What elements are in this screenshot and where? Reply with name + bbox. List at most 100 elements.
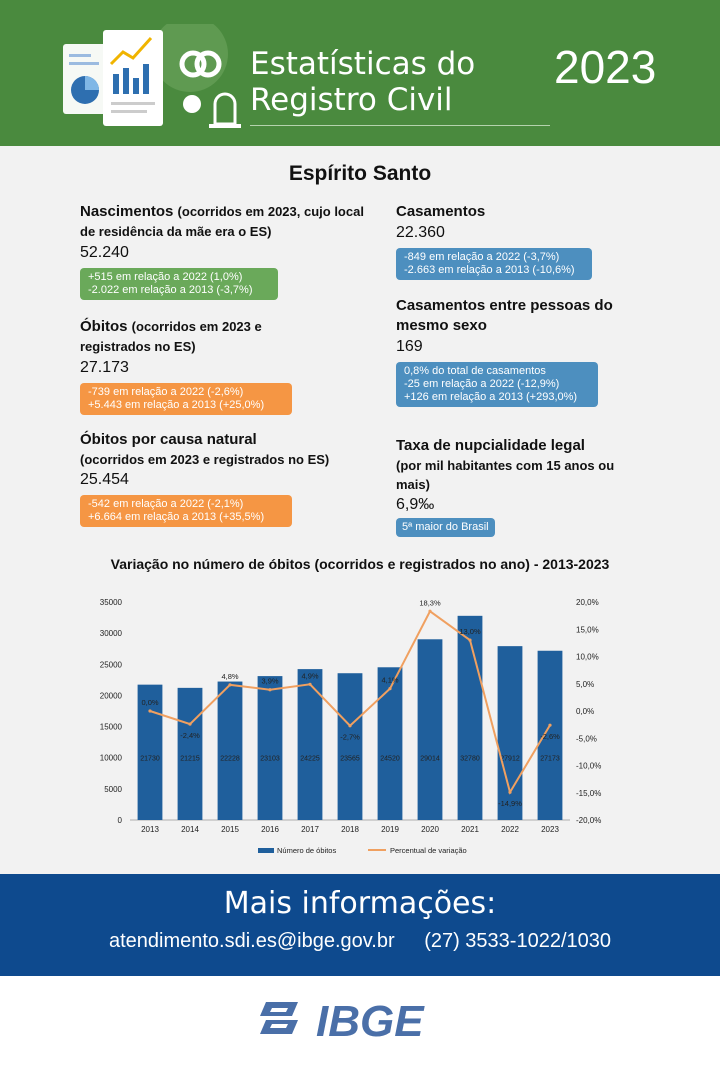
y-right-tick-label: -5,0%: [576, 734, 597, 743]
y-right-tick-label: 5,0%: [576, 680, 594, 689]
obitos-chart: 0 5000 10000 15000 20000 25000 30000 35000 -20,0…: [100, 598, 602, 855]
x-tick-label: 2022: [501, 825, 519, 834]
bar-value-label: 21730: [140, 756, 160, 763]
y-right-tick-label: 15,0%: [576, 625, 599, 634]
footer-phone: (27) 3533-1022/1030: [424, 930, 612, 952]
badge-line: +5.443 em relação a 2013 (+25,0%): [88, 399, 265, 411]
x-tick-label: 2018: [341, 825, 359, 834]
y-left-tick-label: 35000: [100, 598, 123, 607]
region-title: Espírito Santo: [288, 162, 432, 185]
obitos-natural-badge: -542 em relação a 2022 (-2,1%) +6.664 em…: [80, 495, 292, 527]
y-left-tick-label: 20000: [100, 691, 123, 700]
line-point: [308, 682, 312, 686]
obitos-natural-qualifier: (ocorridos em 2023 e registrados no ES): [80, 452, 330, 467]
bar-value-label: 23565: [340, 756, 360, 763]
bar-value-label: 24225: [300, 756, 320, 763]
line-value-label: 4,8%: [221, 672, 238, 681]
y-right-tick-label: -15,0%: [576, 789, 601, 798]
obitos-title: Óbitos: [80, 318, 128, 335]
line-point: [388, 687, 392, 691]
bar-value-label: 27912: [500, 756, 520, 763]
line-value-label: -2,4%: [180, 731, 200, 740]
bar: [257, 676, 283, 820]
obitos-block: Óbitos (ocorridos em 2023 e registrados …: [80, 317, 310, 415]
casamentos-mesmo-sexo-badge: 0,8% do total de casamentos -25 em relaç…: [396, 362, 598, 407]
footer-email-link[interactable]: atendimento.sdi.es@ibge.gov.br: [108, 930, 395, 952]
bar-value-label: 24520: [380, 756, 400, 763]
line-point: [468, 638, 472, 642]
line-value-label: -14,9%: [498, 799, 522, 808]
badge-line: +515 em relação a 2022 (1,0%): [88, 271, 243, 283]
header-title-line2: Registro Civil: [250, 82, 453, 118]
line-value-label: -2,6%: [540, 732, 560, 741]
ibge-mark-icon: [260, 1002, 298, 1034]
nupcialidade-qualifier: (por mil habitantes com 15 anos ou mais): [396, 458, 615, 492]
line-value-label: 18,3%: [419, 598, 441, 607]
header-divider: [250, 125, 550, 126]
casamentos-badge: -849 em relação a 2022 (-3,7%) -2.663 em…: [396, 248, 592, 280]
bar: [217, 681, 243, 820]
obitos-natural-value: 25.454: [80, 471, 129, 488]
x-tick-label: 2017: [301, 825, 319, 834]
bar-value-label: 23103: [260, 756, 280, 763]
line-point: [508, 790, 512, 794]
line-point: [548, 723, 552, 727]
x-tick-label: 2020: [421, 825, 439, 834]
y-right-tick-label: -10,0%: [576, 762, 601, 771]
line-point: [148, 709, 152, 713]
y-right-tick-label: 20,0%: [576, 598, 599, 607]
y-right-tick-label: 0,0%: [576, 707, 594, 716]
line-point: [228, 683, 232, 687]
bottom-logo-area: IBGE: [0, 976, 720, 1080]
y-right-tick-label: 10,0%: [576, 653, 599, 662]
nascimentos-badge: +515 em relação a 2022 (1,0%) -2.022 em …: [80, 268, 278, 300]
legend-bar-label: Número de óbitos: [277, 846, 336, 855]
nascimentos-block: Nascimentos (ocorridos em 2023, cujo loc…: [80, 202, 380, 300]
bar-value-label: 22228: [220, 756, 240, 763]
line-point: [428, 609, 432, 613]
y-left-tick-label: 25000: [100, 660, 123, 669]
line-value-label: 13,0%: [459, 627, 481, 636]
footer-banner: Mais informações: atendimento.sdi.es@ibg…: [0, 874, 720, 976]
legend-bar-swatch: [258, 848, 274, 853]
footer-heading: Mais informações:: [223, 886, 497, 921]
bar: [297, 669, 323, 820]
nupcialidade-block: Taxa de nupcialidade legal (por mil habi…: [396, 436, 636, 537]
nupcialidade-value: 6,9‰: [396, 496, 435, 513]
badge-line: -2.022 em relação a 2013 (-3,7%): [88, 284, 253, 296]
badge-line: 0,8% do total de casamentos: [404, 365, 546, 377]
badge-line: +126 em relação a 2013 (+293,0%): [404, 391, 578, 403]
y-left-tick-label: 0: [118, 816, 123, 825]
header-title: Estatísticas do Registro Civil: [250, 46, 560, 118]
registro-civil-logo-icon: [63, 24, 241, 128]
x-tick-label: 2021: [461, 825, 479, 834]
badge-line: -2.663 em relação a 2013 (-10,6%): [404, 264, 575, 276]
bar: [457, 615, 483, 820]
nascimentos-value: 52.240: [80, 244, 129, 261]
x-tick-label: 2019: [381, 825, 399, 834]
obitos-natural-block: Óbitos por causa natural (ocorridos em 2…: [80, 430, 340, 527]
y-left-tick-label: 5000: [104, 785, 122, 794]
casamentos-title: Casamentos: [396, 203, 486, 220]
obitos-badge: -739 em relação a 2022 (-2,6%) +5.443 em…: [80, 383, 292, 415]
ibge-wordmark: IBGE: [316, 997, 425, 1042]
line-value-label: 4,1%: [381, 676, 398, 685]
obitos-qualifier: (ocorridos em 2023 e registrados no ES): [80, 319, 262, 354]
badge-line: -739 em relação a 2022 (-2,6%): [88, 386, 244, 398]
badge-line: -25 em relação a 2022 (-12,9%): [404, 378, 560, 390]
badge-line: +6.664 em relação a 2013 (+35,5%): [88, 511, 265, 523]
x-tick-label: 2015: [221, 825, 239, 834]
bar-value-label: 32780: [460, 756, 480, 763]
obitos-natural-title: Óbitos por causa natural: [80, 431, 257, 448]
y-left-tick-label: 30000: [100, 629, 123, 638]
line-value-label: 4,9%: [301, 671, 318, 680]
bar: [337, 673, 363, 820]
badge-line: -849 em relação a 2022 (-3,7%): [404, 251, 560, 263]
legend-line-label: Percentual de variação: [390, 846, 467, 855]
bar: [537, 650, 563, 820]
x-tick-label: 2016: [261, 825, 279, 834]
header-banner: Estatísticas do Registro Civil 2023: [0, 0, 720, 146]
obitos-value: 27.173: [80, 359, 129, 376]
line-point: [188, 722, 192, 726]
chart-title: Variação no número de óbitos (ocorridos …: [110, 556, 610, 572]
